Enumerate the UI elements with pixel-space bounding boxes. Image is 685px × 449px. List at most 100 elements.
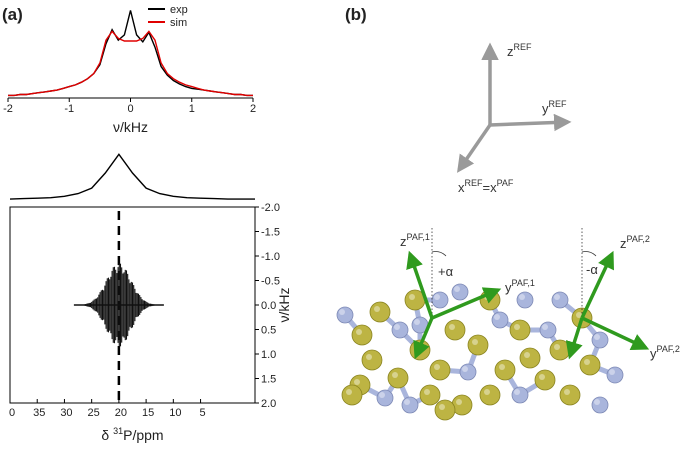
atom: [419, 384, 441, 406]
label-text: y: [650, 346, 657, 361]
atom-highlight: [392, 372, 398, 378]
atom: [591, 396, 609, 414]
superscript: PAF: [497, 178, 514, 188]
y-tick-label: -1.5: [261, 227, 280, 239]
atom: [376, 389, 394, 407]
data-line: [9, 153, 255, 200]
atom-highlight: [394, 324, 400, 330]
label: zPAF,1: [400, 232, 430, 249]
atom-highlight: [462, 366, 468, 372]
reference-frame: [457, 42, 572, 173]
atom: [336, 306, 354, 324]
label: zPAF,2: [620, 234, 650, 251]
atom-highlight: [494, 314, 500, 320]
atom: [391, 321, 409, 339]
y-tick-label: -2.0: [261, 202, 280, 214]
atom-highlight: [472, 339, 478, 345]
atom-highlight: [542, 324, 548, 330]
atom: [549, 339, 571, 361]
atom: [444, 319, 466, 341]
atom-highlight: [439, 404, 445, 410]
label: yPAF,2: [650, 344, 680, 361]
atom-highlight: [356, 329, 362, 335]
panel-label: (a): [2, 5, 23, 24]
atom-highlight: [514, 389, 520, 395]
atom-highlight: [409, 294, 415, 300]
atom-highlight: [594, 399, 600, 405]
y-tick-label: 0.0: [261, 300, 276, 312]
atom: [434, 399, 456, 421]
superscript: PAF,2: [627, 234, 650, 244]
x-tick-label: 30: [60, 407, 72, 419]
atom: [511, 386, 529, 404]
y-tick-label: -0.5: [261, 276, 280, 288]
atom-highlight: [434, 364, 440, 370]
atom: [429, 359, 451, 381]
superscript: REF: [514, 42, 533, 52]
atom-highlight: [374, 306, 380, 312]
atom: [387, 367, 409, 389]
atom-highlight: [594, 334, 600, 340]
atom: [451, 283, 469, 301]
atom-highlight: [346, 389, 352, 395]
superscript: PAF,1: [512, 278, 535, 288]
x-tick-label: 0: [9, 407, 15, 419]
atom-highlight: [456, 399, 462, 405]
atom-highlight: [584, 359, 590, 365]
legend-label: sim: [170, 17, 187, 29]
atom: [401, 396, 419, 414]
atom: [479, 384, 501, 406]
atom: [369, 301, 391, 323]
x-tick-label: 2: [250, 103, 256, 115]
superscript: PAF,1: [407, 232, 430, 242]
atom-highlight: [539, 374, 545, 380]
y-tick-label: -1.0: [261, 251, 280, 263]
atom-highlight: [554, 344, 560, 350]
superscript: 31: [113, 426, 123, 436]
atom: [539, 321, 557, 339]
molecule: [336, 283, 624, 421]
x-tick-label: 0: [127, 103, 133, 115]
x-tick-label: 20: [115, 407, 127, 419]
atom: [459, 363, 477, 381]
atom: [516, 291, 534, 309]
atom-highlight: [554, 294, 560, 300]
atom-highlight: [366, 354, 372, 360]
y-tick-label: 2.0: [261, 398, 276, 410]
atom-highlight: [434, 294, 440, 300]
atom: [551, 291, 569, 309]
superscript: PAF,2: [657, 344, 680, 354]
atom-highlight: [564, 389, 570, 395]
superscript: REF: [465, 178, 484, 188]
atom-highlight: [514, 324, 520, 330]
atom-highlight: [449, 324, 455, 330]
atom: [361, 349, 383, 371]
x-tick-label: 35: [33, 407, 45, 419]
x-axis-label: ν/kHz: [113, 119, 148, 135]
x-tick-label: 25: [88, 407, 100, 419]
atom-highlight: [379, 392, 385, 398]
label: zREF: [507, 42, 532, 59]
atom: [606, 366, 624, 384]
atom-highlight: [339, 309, 345, 315]
label-text: y: [505, 280, 512, 295]
label-text: =x: [483, 180, 498, 195]
atom-highlight: [576, 312, 582, 318]
label-text: z: [400, 234, 407, 249]
label-text: z: [507, 44, 514, 59]
atom-highlight: [524, 352, 530, 358]
label-text: x: [458, 180, 465, 195]
angle-label: +α: [438, 264, 454, 279]
legend-label: exp: [170, 4, 188, 16]
atom-highlight: [499, 364, 505, 370]
atom: [467, 334, 489, 356]
atom-highlight: [519, 294, 525, 300]
atom: [534, 369, 556, 391]
label: δ 31P/ppm: [101, 426, 163, 443]
atom-highlight: [454, 286, 460, 292]
x-tick-label: 15: [142, 407, 154, 419]
y-axis-label: ν/kHz: [276, 288, 292, 323]
atom: [351, 324, 373, 346]
panel-label: (b): [345, 5, 367, 24]
label: yPAF,1: [505, 278, 535, 295]
